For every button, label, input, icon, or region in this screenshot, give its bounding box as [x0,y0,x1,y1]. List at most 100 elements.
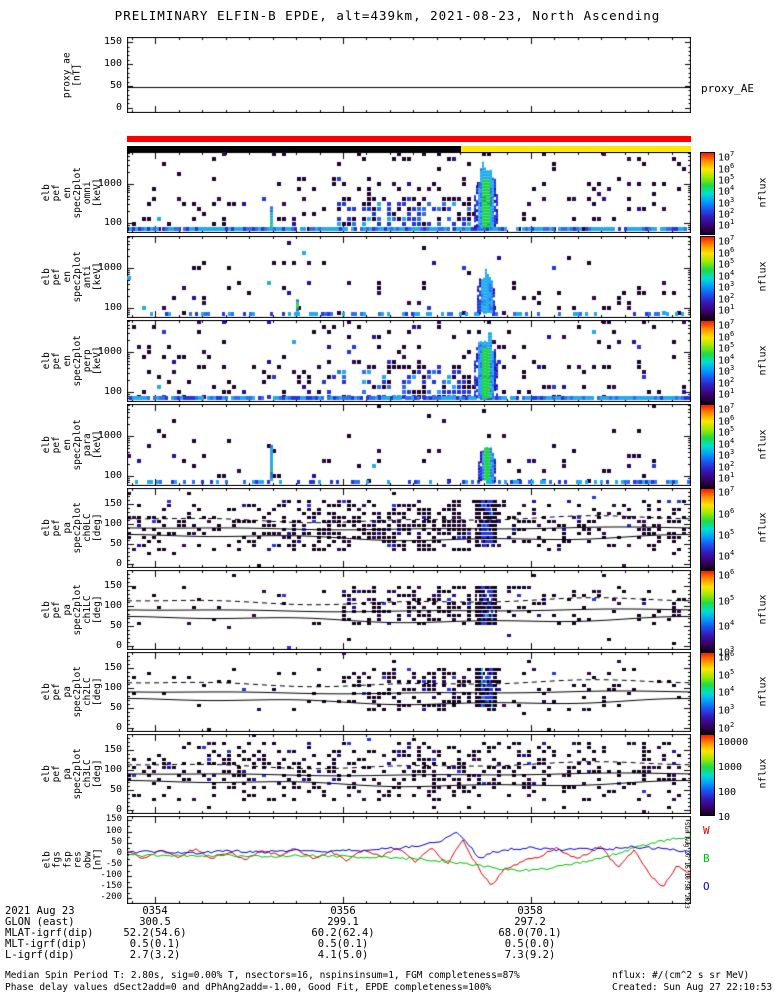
proxy_ae-ylabel: proxy_ae [nT] [30,37,116,113]
en_anti-ylabel-text: elb pef en spec2plot anti [keV] [41,251,104,303]
en_para-colorbar-tick: 105 [718,425,735,439]
en_perp-ytick-label: 100 [103,385,122,397]
en_para-canvas [127,404,691,486]
pa_ch0lc-ytick-label: 50 [109,538,122,549]
en_perp-colorbar-tick: 107 [718,318,735,332]
fgs_obw-ytick-label: 0 [116,847,122,858]
annotation-row-label: MLT-igrf(dip) [5,938,88,950]
pa_ch0lc-ytick-label: 150 [103,498,122,509]
pa_ch3lc-ytick-label: 50 [109,784,122,795]
annotation-row-label: MLAT-igrf(dip) [5,927,94,939]
en_omni-colorbar-tick: 101 [718,218,735,232]
footer-spin-period: Median Spin Period T: 2.80s, sig=0.00% T… [5,970,520,981]
annotation-value: 2.7(3.2) [129,949,181,961]
annotation-row-label: GLON (east) [5,916,75,928]
en_para-colorbar-tick: 102 [718,459,735,473]
annotation-value: 0358 [517,905,543,917]
panel-pa_ch0lc [127,488,691,568]
panel-proxy_ae [127,37,691,113]
fgs_obw-canvas [127,816,691,904]
en_omni-colorbar-tick: 103 [718,195,735,209]
legend-item-B: B [703,852,710,865]
pa_ch3lc-colorbar-tick: 10000 [718,737,749,748]
pa_ch1lc-colorbar-tick: 105 [718,593,735,608]
pa_ch2lc-colorbar-title: nflux [757,676,769,707]
panel-pa_ch1lc [127,570,691,650]
proxy_ae-canvas [127,37,691,113]
pa_ch2lc-ytick-label: 50 [109,702,122,713]
en_anti-colorbar-tick: 103 [718,280,735,294]
pa_ch3lc-ytick-label: 100 [103,764,122,775]
proxy_ae-ytick-label: 100 [103,58,122,70]
pa_ch1lc-ytick-label: 50 [109,620,122,631]
pa_ch1lc-colorbar-tick: 106 [718,568,735,582]
annotation-value: 300.5 [139,916,171,928]
fgs_obw-ytick-label: 50 [111,836,122,847]
legend-item-O: O [703,880,710,893]
pa_ch3lc-canvas [127,734,691,814]
en_para-colorbar [700,404,715,488]
pa_ch2lc-colorbar-tick: 104 [718,685,735,699]
pa_ch1lc-colorbar-tick: 103 [718,645,735,659]
en_omni-colorbar-tick: 106 [718,161,735,175]
en_para-colorbar-tick: 106 [718,413,735,428]
en_perp-colorbar-tick: 101 [718,387,735,401]
en_para-ytick-label: 100 [103,469,122,481]
pa_ch0lc-colorbar-tick: 106 [718,507,735,521]
annotation-value: 0.5(0.1) [317,938,369,950]
science-zone-bar-yellow [461,146,691,152]
pa_ch2lc-colorbar-tick: 105 [718,667,735,682]
pa_ch2lc-canvas [127,652,691,732]
en_perp-ylabel-text: elb pef en spec2plot perp [keV] [41,335,104,387]
panel-fgs_obw [127,816,691,904]
en_anti-colorbar-tick: 107 [718,234,735,248]
pa_ch3lc-colorbar-title: nflux [757,758,769,789]
en_para-colorbar-tick: 104 [718,436,735,451]
pa_ch0lc-colorbar [700,488,715,570]
pa_ch0lc-colorbar-title: nflux [757,512,769,543]
en_anti-colorbar [700,236,715,320]
en_anti-colorbar-tick: 105 [718,257,735,271]
pa_ch1lc-ytick-label: 150 [103,580,122,591]
annotation-value: 0356 [330,905,356,917]
pa_ch3lc-colorbar-tick: 100 [718,787,737,799]
panel-en_anti [127,236,691,318]
pa_ch0lc-colorbar-tick: 104 [718,549,735,563]
pa_ch0lc-colorbar-tick: 105 [718,527,735,542]
pa_ch1lc-colorbar-tick: 104 [718,619,735,633]
en_para-colorbar-tick: 101 [718,471,735,485]
panel-en_perp [127,320,691,402]
en_omni-ylabel-text: elb pef en spec2plot omni [keV] [41,166,104,219]
availability-bar-red [127,136,691,142]
en_para-ylabel-text: elb pef en spec2plot para [keV] [41,419,104,471]
pa_ch2lc-colorbar-tick: 102 [718,720,735,734]
en_perp-colorbar-tick: 104 [718,352,735,367]
annotation-value: 4.1(5.0) [317,949,369,961]
en_omni-colorbar-title: nflux [757,176,769,208]
en_anti-colorbar-title: nflux [757,261,769,292]
pa_ch3lc-colorbar [700,734,715,816]
en_omni-colorbar-tick: 104 [718,184,735,198]
en_anti-colorbar-tick: 101 [718,303,735,317]
en_perp-colorbar-tick: 102 [718,375,735,389]
pa_ch1lc-ytick-label: 100 [103,600,122,611]
en_anti-colorbar-tick: 102 [718,291,735,305]
annotation-value: 7.3(9.2) [504,949,556,961]
fgs_obw-ytick-label: -200 [100,892,122,903]
en_omni-ytick-label: 1000 [97,177,122,189]
en_para-colorbar-tick: 107 [718,402,735,416]
pa_ch1lc-ytick-label: 0 [115,640,122,651]
en_perp-colorbar-title: nflux [757,345,769,376]
en_perp-colorbar-tick: 103 [718,364,735,378]
pa_ch0lc-colorbar-tick: 107 [718,485,735,499]
annotation-value: 297.2 [514,916,546,928]
pa_ch2lc-ytick-label: 150 [103,662,122,673]
proxy-ae-right-label: proxy_AE [701,82,754,95]
en_para-colorbar-title: nflux [757,429,769,460]
pa_ch3lc-colorbar-tick: 1000 [718,761,743,773]
en_para-colorbar-tick: 103 [718,448,735,462]
proxy_ae-ytick-label: 150 [103,36,122,48]
annotation-value: 0.5(0.0) [504,938,556,950]
en_omni-colorbar [700,152,715,235]
